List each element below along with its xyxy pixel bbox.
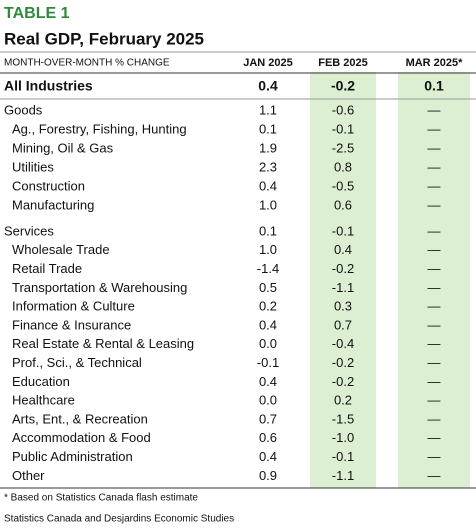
group-label: Goods — [4, 102, 43, 117]
row-label: Transportation & Warehousing — [12, 280, 187, 295]
cell: — — [428, 242, 441, 257]
row-label: All Industries — [4, 78, 93, 94]
row-label: Public Administration — [12, 449, 133, 464]
cell: — — [428, 317, 441, 332]
cell: -0.1 — [332, 121, 354, 136]
cell: 0.9 — [259, 468, 277, 483]
row-label: Construction — [12, 178, 85, 193]
cell: — — [428, 336, 441, 351]
cell: -0.4 — [332, 336, 354, 351]
cell: -0.2 — [332, 374, 354, 389]
cell: -1.1 — [332, 468, 354, 483]
cell: 0.1 — [259, 121, 277, 136]
cell: 0.1 — [259, 223, 277, 238]
row-label: Other — [12, 468, 45, 483]
cell: 0.8 — [334, 159, 352, 174]
cell: — — [428, 197, 441, 212]
cell: — — [428, 374, 441, 389]
cell: -0.2 — [332, 355, 354, 370]
cell: — — [428, 468, 441, 483]
row-label: Information & Culture — [12, 299, 135, 314]
source: Statistics Canada and Desjardins Economi… — [4, 514, 234, 525]
cell: — — [428, 223, 441, 238]
cell: -0.6 — [332, 102, 354, 117]
cell: 1.0 — [259, 242, 277, 257]
cell: 1.9 — [259, 140, 277, 155]
group-label: Services — [4, 223, 54, 238]
row-label: Utilities — [12, 159, 54, 174]
cell: — — [428, 280, 441, 295]
footnote: * Based on Statistics Canada flash estim… — [4, 493, 198, 504]
cell: 0.0 — [259, 393, 277, 408]
cell: -0.1 — [332, 223, 354, 238]
cell: 0.2 — [259, 299, 277, 314]
cell: 0.4 — [259, 317, 277, 332]
cell: — — [428, 178, 441, 193]
cell: — — [428, 411, 441, 426]
cell: 0.7 — [334, 317, 352, 332]
row-label: Accommodation & Food — [12, 430, 151, 445]
cell: — — [428, 140, 441, 155]
cell: 2.3 — [259, 159, 277, 174]
row-label: Real Estate & Rental & Leasing — [12, 336, 194, 351]
column-header: FEB 2025 — [318, 57, 368, 69]
cell: 0.2 — [334, 393, 352, 408]
cell: 0.6 — [259, 430, 277, 445]
cell: 0.0 — [259, 336, 277, 351]
cell: — — [428, 430, 441, 445]
cell: -1.4 — [257, 261, 279, 276]
cell: -2.5 — [332, 140, 354, 155]
cell: 0.4 — [259, 178, 277, 193]
row-label: Mining, Oil & Gas — [12, 140, 114, 155]
cell: -0.1 — [332, 449, 354, 464]
cell: 0.3 — [334, 299, 352, 314]
cell: -0.2 — [331, 78, 355, 94]
cell: 1.0 — [259, 197, 277, 212]
cell: — — [428, 261, 441, 276]
row-label: Retail Trade — [12, 261, 82, 276]
cell: -0.2 — [332, 261, 354, 276]
row-label: Prof., Sci., & Technical — [12, 355, 142, 370]
row-label: Wholesale Trade — [12, 242, 110, 257]
cell: -0.5 — [332, 178, 354, 193]
cell: — — [428, 102, 441, 117]
row-label: Healthcare — [12, 393, 75, 408]
cell: 1.1 — [259, 102, 277, 117]
row-label: Manufacturing — [12, 197, 94, 212]
cell: 0.4 — [258, 78, 278, 94]
cell: -1.0 — [332, 430, 354, 445]
cell: 0.1 — [424, 78, 444, 94]
cell: — — [428, 449, 441, 464]
cell: 0.7 — [259, 411, 277, 426]
cell: -1.5 — [332, 411, 354, 426]
column-header: MAR 2025* — [406, 57, 464, 69]
column-header: MONTH-OVER-MONTH % CHANGE — [4, 58, 170, 69]
row-label: Arts, Ent., & Recreation — [12, 411, 148, 426]
cell: — — [428, 121, 441, 136]
row-label: Finance & Insurance — [12, 317, 131, 332]
cell: -0.1 — [257, 355, 279, 370]
table-label: TABLE 1 — [4, 5, 70, 22]
cell: — — [428, 355, 441, 370]
cell: — — [428, 299, 441, 314]
cell: 0.4 — [259, 449, 277, 464]
cell: 0.4 — [259, 374, 277, 389]
cell: -1.1 — [332, 280, 354, 295]
cell: 0.4 — [334, 242, 352, 257]
cell: 0.5 — [259, 280, 277, 295]
row-label: Ag., Forestry, Fishing, Hunting — [12, 121, 187, 136]
row-label: Education — [12, 374, 70, 389]
feb-highlight — [310, 72, 376, 488]
mar-highlight — [398, 72, 470, 488]
table-title: Real GDP, February 2025 — [4, 29, 204, 48]
cell: — — [428, 159, 441, 174]
cell: — — [428, 393, 441, 408]
cell: 0.6 — [334, 197, 352, 212]
column-header: JAN 2025 — [243, 57, 293, 69]
